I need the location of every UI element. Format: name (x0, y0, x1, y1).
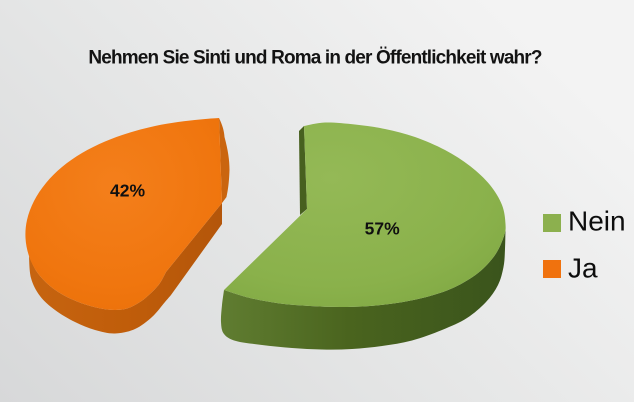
svg-text:Nehmen Sie Sinti und Roma in d: Nehmen Sie Sinti und Roma in der Öffentl… (88, 48, 541, 69)
svg-text:42%: 42% (110, 181, 145, 201)
svg-text:57%: 57% (365, 219, 400, 239)
svg-text:Nein: Nein (568, 206, 626, 237)
svg-text:Ja: Ja (568, 253, 598, 284)
